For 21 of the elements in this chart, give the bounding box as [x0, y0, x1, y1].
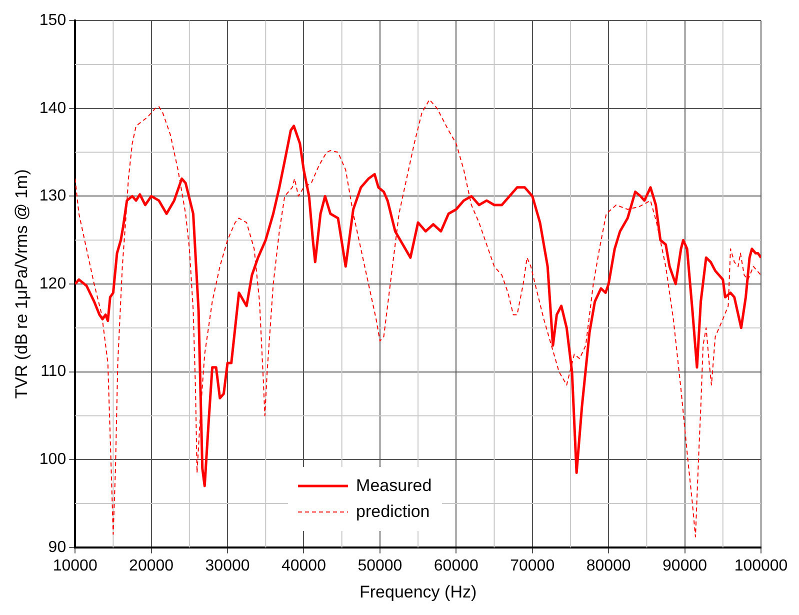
- y-tick-label: 150: [39, 12, 66, 30]
- y-axis-title: TVR (dB re 1μPa/Vrms @ 1m): [12, 169, 31, 399]
- x-tick-label: 20000: [129, 557, 174, 574]
- legend-label: Measured: [356, 476, 432, 496]
- y-tick-label: 110: [40, 363, 66, 380]
- y-tick-label: 130: [39, 188, 66, 205]
- x-tick-label: 40000: [281, 557, 326, 574]
- x-tick-label: 10000: [52, 557, 98, 574]
- legend-label: prediction: [356, 502, 430, 522]
- y-tick-label: 100: [39, 451, 66, 468]
- x-tick-label: 50000: [358, 557, 402, 574]
- x-tick-label: 30000: [205, 557, 250, 574]
- x-tick-label: 70000: [510, 557, 555, 574]
- x-tick-label: 60000: [434, 557, 478, 574]
- x-tick-label: 100000: [734, 557, 788, 574]
- y-tick-label: 90: [48, 538, 66, 556]
- x-tick-label: 80000: [586, 557, 631, 574]
- y-tick-label: 140: [39, 100, 66, 117]
- x-tick-label: 90000: [662, 557, 708, 574]
- x-axis-title: Frequency (Hz): [359, 582, 477, 602]
- y-tick-label: 120: [39, 275, 66, 292]
